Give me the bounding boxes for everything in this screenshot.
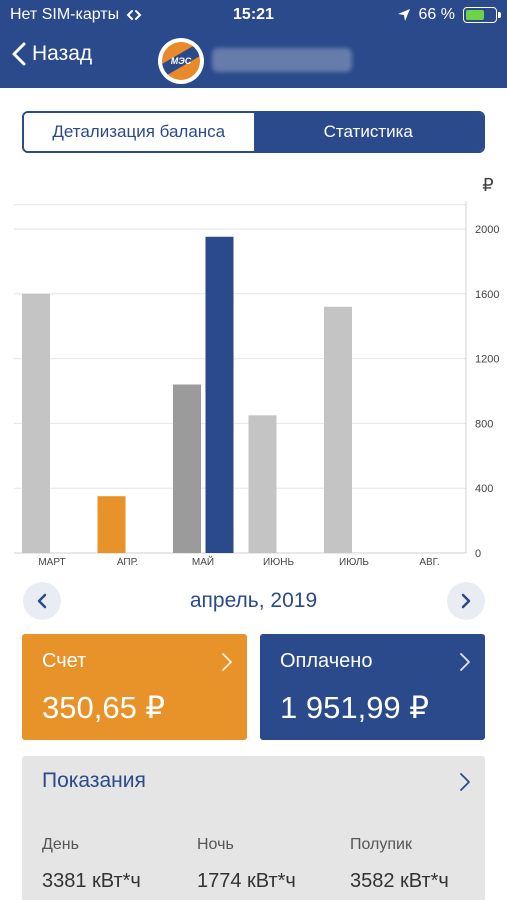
y-tick-label: 0 (475, 548, 481, 560)
paid-card[interactable]: Оплачено 1 951,99 ₽ (260, 634, 485, 740)
battery-icon (463, 7, 501, 23)
bill-bar-2 (173, 384, 201, 553)
y-tick-label: 1200 (475, 354, 499, 366)
chevron-left-icon (37, 593, 47, 609)
chevron-right-icon (460, 653, 470, 671)
statistics-chart: ₽0 400 800 1200 1600 2000 МАРТ АПР. МАЙ ИЮНЬ ИЮЛЬ А… (14, 175, 499, 568)
reading-night-value: 1774 кВт*ч (197, 870, 296, 892)
x-tick-label: ИЮНЬ (263, 557, 295, 568)
bill-bar-0 (22, 293, 50, 553)
bill-amount: 350,65 ₽ (42, 690, 166, 725)
company-logo: МЭС (158, 38, 204, 84)
tab-statistics[interactable]: Статистика (253, 113, 483, 151)
reading-day-value: 3381 кВт*ч (42, 870, 141, 892)
logo-mark: МЭС (162, 42, 200, 80)
account-number-blurred (212, 48, 352, 72)
chevron-right-icon (222, 653, 232, 671)
nav-bar: Назад МЭС (0, 32, 507, 88)
month-selector: апрель, 2019 (0, 578, 507, 624)
tab-balance-details[interactable]: Детализация баланса (24, 113, 254, 151)
y-tick-label: 1600 (475, 289, 499, 301)
paid-label: Оплачено (280, 650, 373, 672)
chevron-left-icon (12, 42, 26, 66)
y-tick-label: 2000 (475, 224, 499, 236)
reading-day-label: День (42, 836, 79, 853)
paid-bar-1 (205, 236, 234, 553)
readings-panel[interactable]: Показания День 3381 кВт*ч Ночь 1774 кВт*… (22, 756, 485, 900)
y-tick-label: 800 (475, 418, 493, 430)
selected-month-label: апрель, 2019 (189, 589, 318, 612)
carrier-label: Нет SIM-карты (10, 6, 120, 23)
chevron-right-icon (460, 773, 470, 791)
next-month-button[interactable] (447, 582, 485, 620)
bill-label: Счет (42, 650, 87, 672)
top-bar: Нет SIM-карты 15:21 66 % Назад МЭС (0, 0, 507, 88)
segmented-control: Детализация баланса Статистика (22, 111, 485, 153)
reading-night-label: Ночь (197, 836, 234, 853)
reading-day: День 3381 кВт*ч (42, 836, 141, 893)
status-right-group: 66 % (397, 6, 501, 24)
x-tick-label: АПР. (117, 557, 138, 568)
chevron-right-icon (461, 593, 471, 609)
carrier-group: Нет SIM-карты (10, 6, 143, 24)
logo-text: МЭС (170, 56, 192, 66)
x-tick-label: МАЙ (192, 555, 214, 568)
reading-night: Ночь 1774 кВт*ч (197, 836, 296, 893)
x-tick-label: ИЮЛЬ (339, 557, 369, 568)
location-arrow-icon (397, 9, 410, 21)
previous-month-button[interactable] (23, 582, 61, 620)
back-label: Назад (32, 42, 93, 65)
reading-semipeak-value: 3582 кВт*ч (350, 870, 449, 892)
bill-card[interactable]: Счет 350,65 ₽ (22, 634, 247, 740)
readings-title: Показания (42, 769, 146, 792)
battery-fill (466, 10, 485, 20)
x-tick-label: АВГ. (419, 557, 439, 568)
battery-percent: 66 % (418, 6, 455, 23)
currency-symbol: ₽ (482, 175, 493, 195)
reading-semipeak: Полупик 3582 кВт*ч (350, 836, 449, 893)
vpn-link-icon (126, 10, 142, 20)
status-time: 15:21 (233, 6, 274, 23)
bill-bar-3 (248, 415, 277, 553)
y-tick-label: 400 (475, 483, 493, 495)
bill-bar-4 (324, 306, 352, 553)
x-tick-label: МАРТ (38, 557, 65, 568)
paid-amount: 1 951,99 ₽ (280, 690, 430, 725)
back-button[interactable]: Назад (12, 42, 92, 66)
bill-bar-1 (97, 496, 126, 553)
status-bar: Нет SIM-карты 15:21 66 % (0, 0, 507, 32)
reading-semipeak-label: Полупик (350, 836, 412, 853)
